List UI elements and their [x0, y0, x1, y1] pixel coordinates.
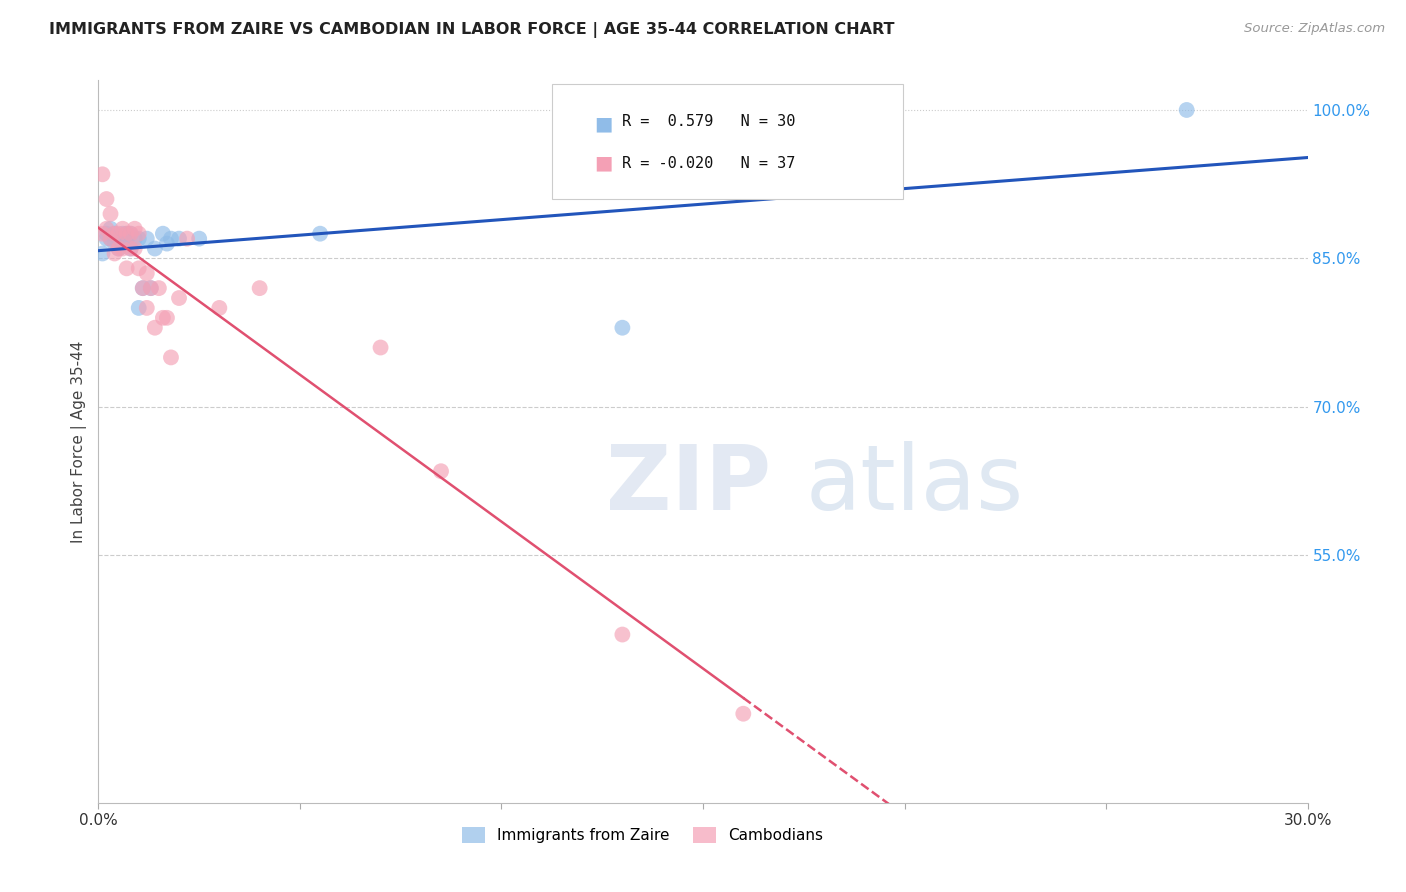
Point	[132, 281, 155, 295]
Point	[430, 464, 453, 478]
Point	[115, 232, 138, 246]
Point	[120, 242, 142, 256]
Y-axis label: In Labor Force | Age 35-44: In Labor Force | Age 35-44	[72, 341, 87, 542]
Point	[91, 227, 114, 241]
Point	[111, 236, 134, 251]
Text: atlas: atlas	[806, 441, 1024, 529]
Point	[120, 242, 142, 256]
Text: ■: ■	[595, 153, 613, 173]
Point	[135, 232, 157, 246]
Point	[148, 281, 170, 295]
Point	[103, 227, 125, 241]
Point	[156, 236, 179, 251]
Point	[1175, 103, 1198, 117]
Point	[309, 227, 332, 241]
Point	[128, 301, 150, 315]
Point	[152, 310, 174, 325]
Point	[100, 232, 122, 246]
Point	[120, 227, 142, 241]
Point	[143, 320, 166, 334]
Point	[107, 242, 129, 256]
Point	[143, 242, 166, 256]
Point	[160, 351, 183, 365]
Point	[107, 227, 129, 241]
Point	[128, 227, 150, 241]
Point	[124, 242, 146, 256]
Text: R = -0.020   N = 37: R = -0.020 N = 37	[621, 156, 796, 171]
Point	[115, 227, 138, 241]
Point	[139, 281, 162, 295]
Point	[167, 232, 190, 246]
Point	[612, 320, 634, 334]
Point	[249, 281, 271, 295]
Legend: Immigrants from Zaire, Cambodians: Immigrants from Zaire, Cambodians	[456, 822, 830, 849]
Point	[91, 246, 114, 260]
Point	[100, 232, 122, 246]
Point	[103, 227, 125, 241]
Point	[107, 242, 129, 256]
Point	[115, 227, 138, 241]
Point	[152, 227, 174, 241]
Point	[100, 221, 122, 235]
Point	[135, 301, 157, 315]
Point	[188, 232, 211, 246]
Point	[124, 221, 146, 235]
Point	[128, 261, 150, 276]
Point	[370, 341, 392, 355]
Point	[96, 227, 118, 241]
Point	[139, 281, 162, 295]
Point	[120, 227, 142, 241]
Point	[208, 301, 231, 315]
Point	[128, 232, 150, 246]
Point	[612, 627, 634, 641]
Point	[96, 232, 118, 246]
Point	[96, 221, 118, 235]
Point	[111, 242, 134, 256]
Text: IMMIGRANTS FROM ZAIRE VS CAMBODIAN IN LABOR FORCE | AGE 35-44 CORRELATION CHART: IMMIGRANTS FROM ZAIRE VS CAMBODIAN IN LA…	[49, 22, 894, 38]
Point	[96, 192, 118, 206]
Point	[124, 232, 146, 246]
Point	[115, 261, 138, 276]
Point	[111, 221, 134, 235]
Point	[733, 706, 755, 721]
Point	[156, 310, 179, 325]
Text: R =  0.579   N = 30: R = 0.579 N = 30	[621, 114, 796, 129]
Point	[176, 232, 198, 246]
Point	[132, 281, 155, 295]
FancyBboxPatch shape	[551, 84, 903, 200]
Point	[160, 232, 183, 246]
Point	[135, 266, 157, 280]
Point	[91, 167, 114, 181]
Point	[111, 227, 134, 241]
Text: ■: ■	[595, 114, 613, 133]
Point	[167, 291, 190, 305]
Text: Source: ZipAtlas.com: Source: ZipAtlas.com	[1244, 22, 1385, 36]
Point	[100, 207, 122, 221]
Point	[103, 236, 125, 251]
Point	[107, 232, 129, 246]
Text: ZIP: ZIP	[606, 441, 772, 529]
Point	[103, 246, 125, 260]
